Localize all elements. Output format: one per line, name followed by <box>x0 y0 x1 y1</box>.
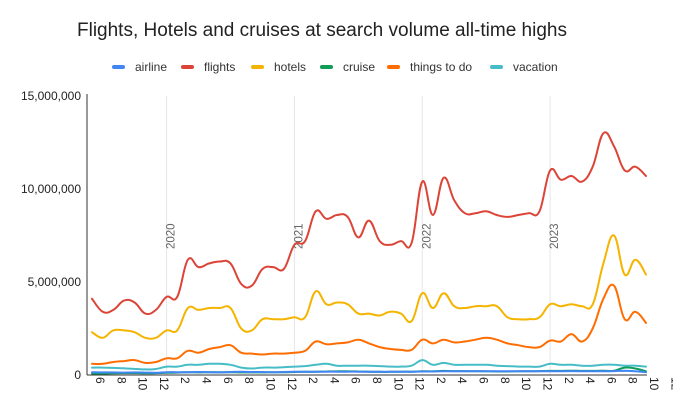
x-tick-label: 12 <box>413 377 427 391</box>
x-tick-label: 4 <box>583 377 597 384</box>
series-line-things-to-do <box>91 283 647 365</box>
year-label: 2023 <box>549 223 561 249</box>
legend-swatch-flights <box>181 65 194 69</box>
legend-label-hotels: hotels <box>274 60 307 74</box>
x-tick-label: 10 <box>136 377 150 391</box>
x-tick-label: 8 <box>626 377 640 384</box>
x-tick-label: 4 <box>200 377 214 384</box>
x-tick-label: 12 <box>668 377 673 391</box>
legend-label-flights: flights <box>204 60 236 74</box>
legend-item-hotels[interactable]: hotels <box>251 58 306 76</box>
x-tick-label: 12 <box>157 377 171 391</box>
series-line-airline <box>91 369 647 374</box>
x-tick-label: 10 <box>647 377 661 391</box>
series-line-flights <box>91 131 647 316</box>
legend-swatch-things-to-do <box>387 65 400 69</box>
x-tick-label: 2 <box>178 377 192 384</box>
legend-item-vacation[interactable]: vacation <box>490 58 558 76</box>
chart-legend: airline flights hotels cruise things to … <box>0 58 673 78</box>
legend-swatch-hotels <box>251 65 264 69</box>
legend-label-vacation: vacation <box>513 60 558 74</box>
legend-item-things-to-do[interactable]: things to do <box>387 58 472 76</box>
y-tick-label: 5,000,000 <box>28 275 82 289</box>
chart-title: Flights, Hotels and cruises at search vo… <box>77 20 567 41</box>
legend-item-flights[interactable]: flights <box>181 58 235 76</box>
x-tick-label: 6 <box>349 377 363 384</box>
y-tick-label: 15,000,000 <box>21 89 81 103</box>
x-tick-label: 12 <box>285 377 299 391</box>
x-tick-label: 12 <box>540 377 554 391</box>
x-tick-label: 2 <box>434 377 448 384</box>
x-tick-label: 6 <box>477 377 491 384</box>
x-tick-label: 8 <box>498 377 512 384</box>
year-label: 2020 <box>166 223 178 249</box>
y-tick-label: 0 <box>74 368 81 382</box>
x-tick-label: 8 <box>370 377 384 384</box>
legend-item-airline[interactable]: airline <box>112 58 167 76</box>
x-tick-label: 8 <box>114 377 128 384</box>
x-tick-label: 4 <box>455 377 469 384</box>
y-tick-label: 10,000,000 <box>21 182 81 196</box>
x-tick-label: 2 <box>306 377 320 384</box>
legend-swatch-airline <box>112 65 125 69</box>
x-tick-label: 10 <box>263 377 277 391</box>
x-tick-label: 6 <box>604 377 618 384</box>
x-tick-label: 10 <box>391 377 405 391</box>
legend-label-cruise: cruise <box>343 60 376 74</box>
x-tick-label: 10 <box>519 377 533 391</box>
x-tick-label: 8 <box>242 377 256 384</box>
year-label: 2022 <box>421 223 433 249</box>
legend-label-things-to-do: things to do <box>410 60 473 74</box>
series-line-vacation <box>91 359 647 371</box>
x-tick-label: 4 <box>327 377 341 384</box>
legend-label-airline: airline <box>135 60 168 74</box>
x-tick-label: 2 <box>562 377 576 384</box>
legend-swatch-vacation <box>490 65 503 69</box>
legend-swatch-cruise <box>320 65 333 69</box>
legend-item-cruise[interactable]: cruise <box>320 58 375 76</box>
x-tick-label: 6 <box>93 377 107 384</box>
x-tick-label: 6 <box>221 377 235 384</box>
series-line-hotels <box>91 234 647 340</box>
